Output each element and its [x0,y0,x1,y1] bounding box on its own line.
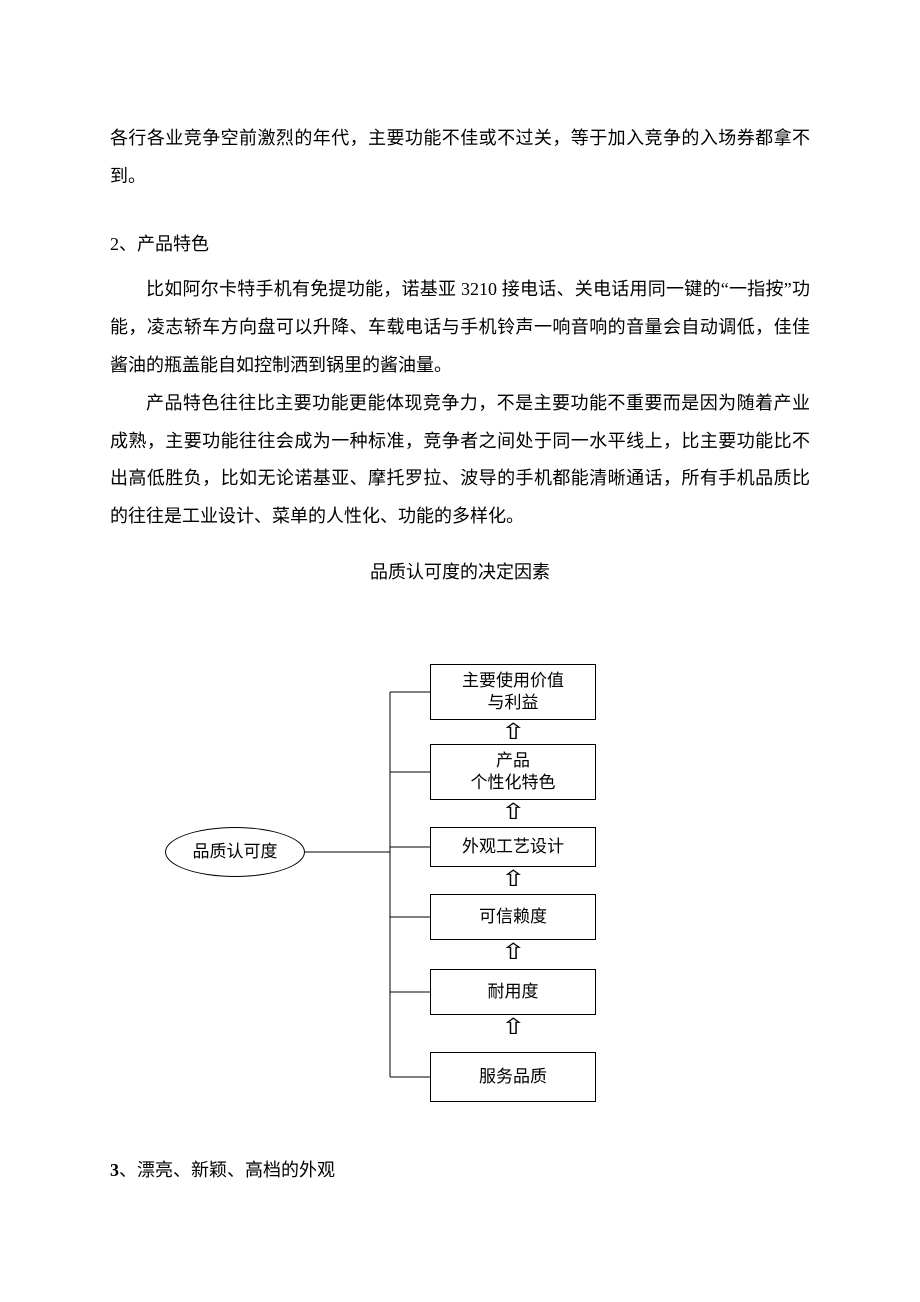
diagram-node-0-label: 主要使用价值 与利益 [462,670,564,714]
intro-paragraph: 各行各业竞争空前激烈的年代，主要功能不佳或不过关，等于加入竞争的入场券都拿不到。 [110,120,810,196]
bi-arrow-icon: ⇧ [500,1016,526,1038]
diagram-root-label: 品质认可度 [193,842,278,862]
diagram-title: 品质认可度的决定因素 [110,554,810,592]
bi-arrow-icon: ⇧ [500,721,526,743]
bi-arrow-icon: ⇧ [500,941,526,963]
section-2-para-2: 产品特色往往比主要功能更能体现竞争力，不是主要功能不重要而是因为随着产业成熟，主… [110,385,810,536]
section-3-heading: 3、漂亮、新颖、高档的外观 [110,1152,810,1190]
diagram-node-4-label: 耐用度 [488,981,539,1003]
section-3-number: 3 [110,1160,119,1180]
diagram-node-3-label: 可信赖度 [479,906,547,928]
diagram-node-3: 可信赖度 [430,894,596,940]
bi-arrow-icon: ⇧ [500,868,526,890]
section-2-para-1: 比如阿尔卡特手机有免提功能，诺基亚 3210 接电话、关电话用同一键的“一指按”… [110,271,810,384]
diagram-node-5: 服务品质 [430,1052,596,1102]
diagram-node-5-label: 服务品质 [479,1066,547,1088]
quality-diagram: 品质认可度 主要使用价值 与利益 ⇧ 产品 个性化特色 ⇧ 外观工艺设计 ⇧ 可… [110,602,810,1122]
bi-arrow-icon: ⇧ [500,801,526,823]
diagram-node-0: 主要使用价值 与利益 [430,664,596,720]
diagram-root-node: 品质认可度 [165,827,305,877]
diagram-node-2-label: 外观工艺设计 [462,836,564,858]
diagram-node-2: 外观工艺设计 [430,827,596,867]
diagram-node-1-label: 产品 个性化特色 [471,750,556,794]
diagram-node-4: 耐用度 [430,969,596,1015]
section-2-heading: 2、产品特色 [110,226,810,264]
diagram-node-1: 产品 个性化特色 [430,744,596,800]
section-3-text: 、漂亮、新颖、高档的外观 [119,1160,335,1180]
